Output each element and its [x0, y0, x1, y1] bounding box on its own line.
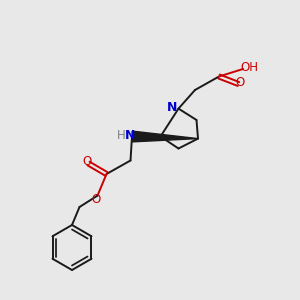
Text: N: N — [124, 129, 135, 142]
Text: O: O — [82, 155, 91, 168]
Text: OH: OH — [241, 61, 259, 74]
Polygon shape — [132, 131, 198, 142]
Text: N: N — [167, 100, 177, 114]
Text: O: O — [92, 193, 100, 206]
Text: H: H — [117, 129, 126, 142]
Text: O: O — [236, 76, 244, 89]
